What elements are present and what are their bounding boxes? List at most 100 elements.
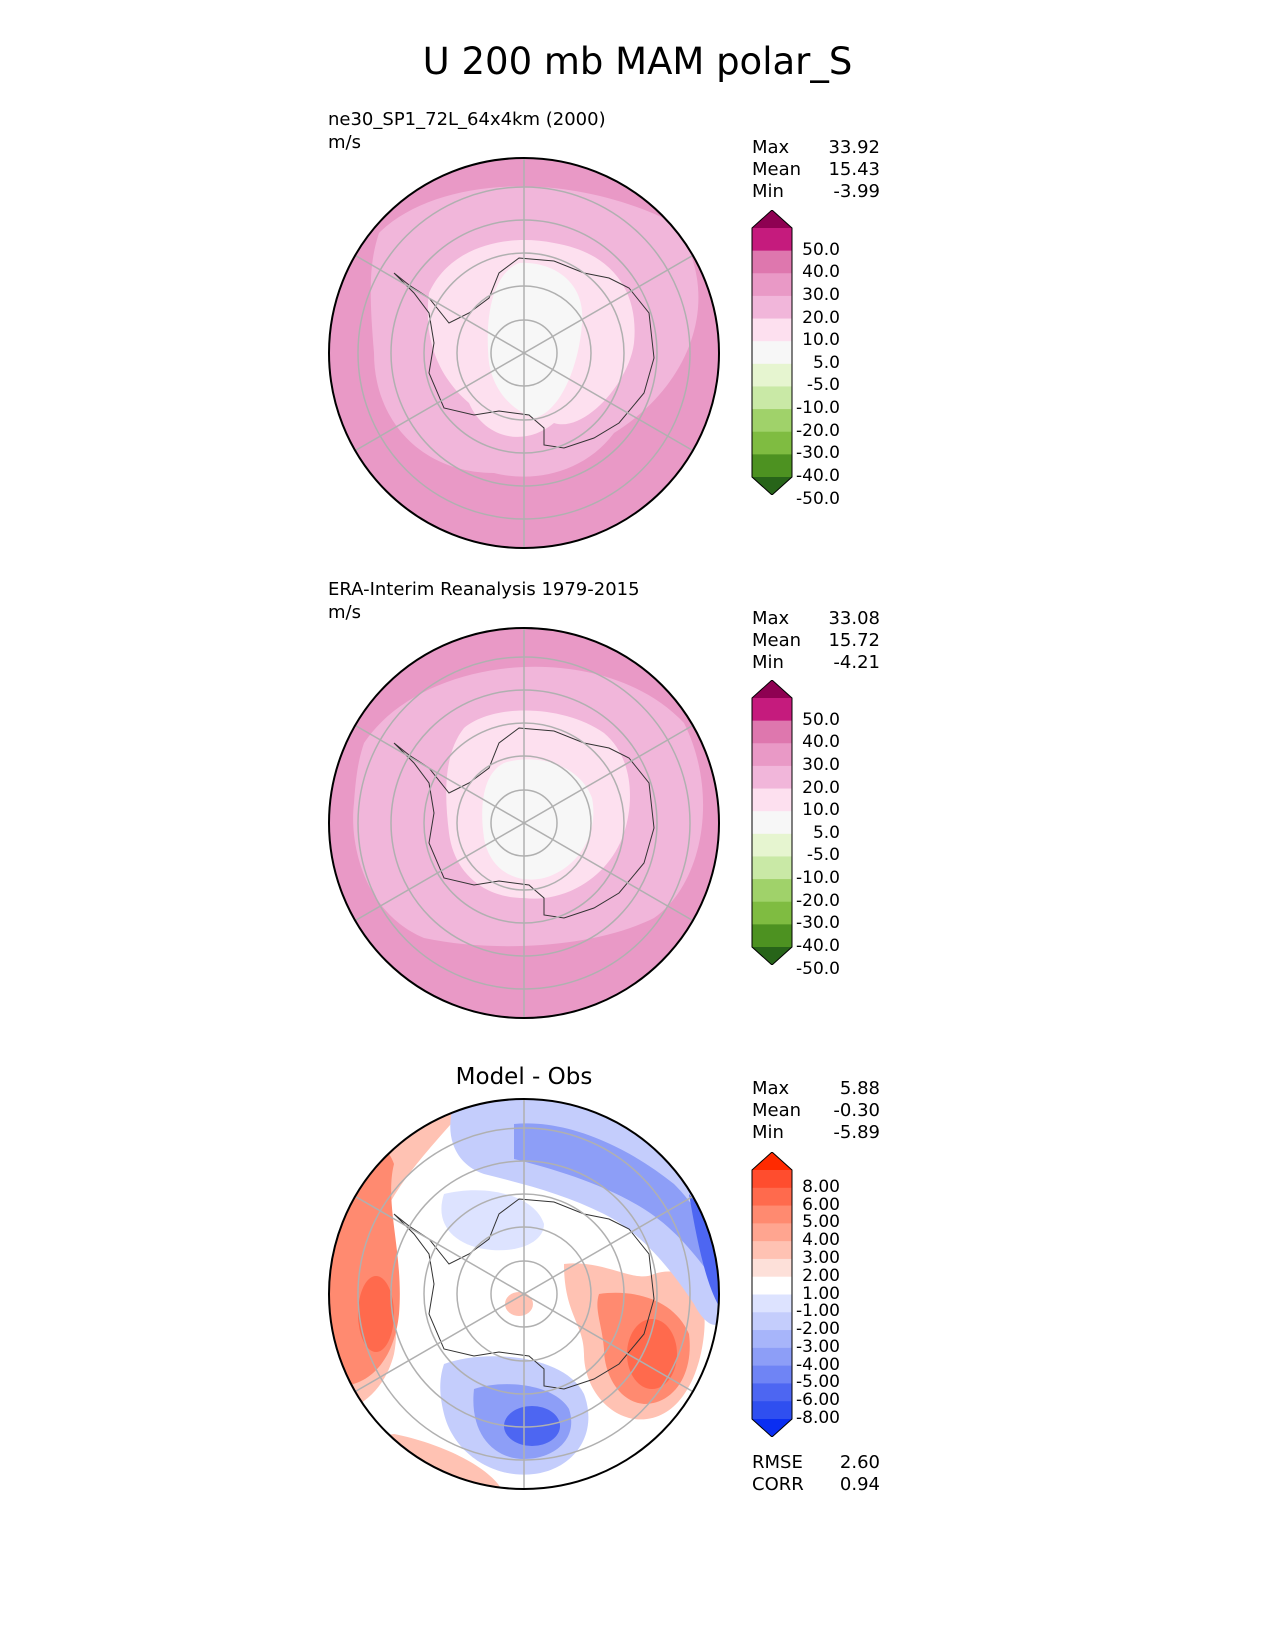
panel3-colorbar (751, 1152, 793, 1437)
colorbar-swatch (752, 698, 792, 722)
panel3-polar-map (328, 1098, 720, 1490)
stat-label: Max (752, 1078, 790, 1099)
colorbar-swatch (752, 409, 792, 433)
colorbar-swatch (752, 363, 792, 387)
colorbar-tick-label: 3.00 (802, 1247, 840, 1268)
colorbar-swatch (752, 1365, 792, 1384)
colorbar-tick-label: 10.0 (802, 330, 840, 351)
colorbar-tick-label: 50.0 (802, 239, 840, 260)
stat-value: 33.08 (828, 608, 880, 629)
colorbar-tick-label: -10.0 (796, 398, 840, 419)
colorbar-swatch (752, 1276, 792, 1295)
panel3-title: Model - Obs (455, 1064, 593, 1090)
stat-label: Mean (752, 630, 802, 651)
colorbar-swatch (752, 788, 792, 812)
stat-label: Max (752, 608, 790, 629)
colorbar-tick-label: -6.00 (796, 1390, 840, 1411)
colorbar-tick-label: -30.0 (796, 913, 840, 934)
colorbar-swatch (752, 743, 792, 767)
colorbar-tick-label: 20.0 (802, 307, 840, 328)
colorbar-swatch (752, 901, 792, 925)
colorbar-tick-label: 2.00 (802, 1265, 840, 1286)
stat-label: Mean (752, 159, 802, 180)
colorbar-swatch (752, 1205, 792, 1224)
colorbar-tick-label: -40.0 (796, 936, 840, 956)
colorbar-swatch (752, 1312, 792, 1331)
panel1-stats: Max 33.92 Mean 15.43 Min -3.99 (752, 137, 880, 203)
colorbar-swatch (752, 1258, 792, 1278)
colorbar-outline (751, 210, 793, 495)
panel1-polar-map (328, 157, 720, 549)
colorbar-tick-label: -50.0 (796, 958, 840, 979)
colorbar-swatch (752, 833, 792, 857)
panel2-title: ERA-Interim Reanalysis 1979-2015 (328, 579, 640, 600)
colorbar-tick-label: -5.0 (806, 375, 840, 396)
stat-value: 15.72 (828, 630, 880, 651)
colorbar-swatch (752, 1241, 792, 1260)
colorbar-swatch (752, 1223, 792, 1242)
field-near-zero (487, 262, 583, 418)
colorbar-swatch (752, 295, 792, 320)
field-near-zero (482, 759, 594, 880)
colorbar-swatch (752, 250, 792, 274)
stat-value: -5.89 (833, 1122, 880, 1143)
colorbar-tick-label: -5.0 (806, 845, 840, 866)
colorbar-tick-label: 5.0 (812, 822, 840, 843)
colorbar-tick-label: 50.0 (802, 709, 840, 730)
anomaly-positive-max-right (627, 1319, 677, 1389)
colorbar-swatch (752, 924, 792, 948)
stat-value: 0.94 (839, 1474, 880, 1495)
stat-label: Min (752, 181, 784, 202)
colorbar-tick-label: -8.00 (796, 1408, 840, 1428)
anomaly-negative-weak (441, 1190, 544, 1251)
graticule (350, 1099, 698, 1489)
stat-value: 2.60 (839, 1452, 880, 1473)
anomaly-negative-strong (514, 1123, 719, 1294)
colorbar-tick-label: -20.0 (796, 420, 840, 441)
colorbar-swatch (752, 228, 792, 252)
colorbar-tick-label: -10.0 (796, 868, 840, 889)
panel2-colorbar (751, 680, 793, 965)
colorbar-swatch (752, 454, 792, 478)
stat-label: Min (752, 652, 784, 673)
colorbar-tick-label: -40.0 (796, 466, 840, 486)
anomaly-negative-max-edge (689, 1194, 719, 1314)
graticule (350, 158, 698, 548)
stat-label: Mean (752, 1100, 802, 1121)
panel2-polar-map (328, 627, 720, 1019)
colorbar-swatch (752, 811, 792, 835)
stat-value: -4.21 (833, 652, 880, 673)
colorbar-tick-label: 20.0 (802, 777, 840, 798)
stat-value: -3.99 (833, 181, 880, 202)
colorbar-tick-label: 10.0 (802, 800, 840, 821)
colorbar-outline (751, 1152, 793, 1437)
colorbar-tick-label: -1.00 (796, 1301, 840, 1322)
colorbar-extend-min (752, 947, 792, 965)
stat-label: Min (752, 1122, 784, 1143)
colorbar-swatch (752, 386, 792, 410)
colorbar-tick-label: 4.00 (802, 1230, 840, 1251)
colorbar-tick-label: -4.00 (796, 1354, 840, 1375)
colorbar-outline (751, 680, 793, 965)
colorbar-tick-label: -30.0 (796, 443, 840, 464)
panel2-stats: Max 33.08 Mean 15.72 Min -4.21 (752, 608, 880, 674)
colorbar-swatch (752, 720, 792, 744)
colorbar-tick-label: 40.0 (802, 262, 840, 283)
colorbar-tick-label: -3.00 (796, 1336, 840, 1357)
colorbar-swatch (752, 1401, 792, 1420)
colorbar-tick-label: -2.00 (796, 1319, 840, 1340)
colorbar-tick-label: -5.00 (796, 1372, 840, 1393)
anomaly-positive-max-left (358, 1276, 394, 1352)
colorbar-swatch (752, 856, 792, 880)
colorbar-swatch (752, 1330, 792, 1349)
stat-label: RMSE (752, 1452, 803, 1473)
map-boundary (328, 1098, 720, 1490)
stat-value: -0.30 (833, 1100, 880, 1121)
colorbar-swatch (752, 1383, 792, 1402)
anomaly-negative-max (504, 1406, 560, 1446)
colorbar-swatch (752, 431, 792, 455)
antarctica-coastline (393, 727, 655, 919)
anomaly-positive-pole (505, 1292, 533, 1316)
stat-label: Max (752, 137, 790, 158)
colorbar-tick-label: 5.00 (802, 1212, 840, 1233)
